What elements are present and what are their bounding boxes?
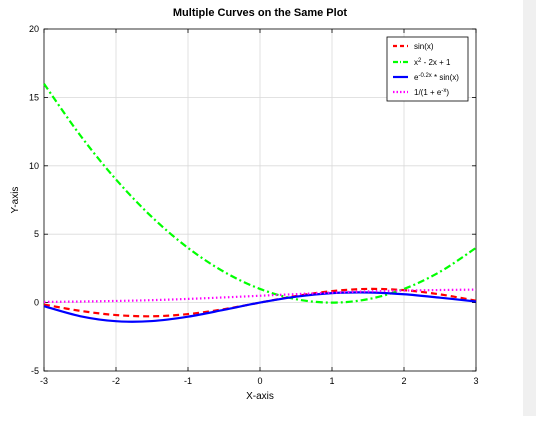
- y-tick-label: 10: [29, 161, 39, 171]
- legend: sin(x) x2 - 2x + 1 e-0.2x * sin(x) 1/(1 …: [386, 36, 469, 102]
- x-tick-label: 2: [401, 376, 406, 386]
- y-tick-label: 0: [34, 298, 39, 308]
- x-axis-label: X-axis: [246, 391, 274, 402]
- series-lines: [43, 83, 477, 323]
- axis-ticks: -3 -2 -1 0 1 2 3 -5 0 5 10 15 20: [29, 24, 479, 386]
- legend-label-sigmoid: 1/(1 + e-x): [414, 88, 449, 97]
- y-axis-label: Y-axis: [10, 187, 21, 214]
- series-line-damped-sine: [43, 291, 477, 323]
- x-tick-label: -2: [112, 376, 120, 386]
- y-tick-label: 20: [29, 24, 39, 34]
- x-tick-label: -3: [40, 376, 48, 386]
- chart-title: Multiple Curves on the Same Plot: [173, 7, 348, 19]
- series-line-sigmoid: [43, 288, 477, 304]
- x-tick-label: 3: [473, 376, 478, 386]
- y-tick-label: -5: [31, 366, 39, 376]
- x-tick-label: -1: [184, 376, 192, 386]
- y-tick-label: 15: [29, 92, 39, 102]
- figure: -3 -2 -1 0 1 2 3 -5 0 5 10 15 20 Multiple Curves on …: [10, 7, 479, 402]
- x-tick-label: 0: [257, 376, 262, 386]
- chart-svg: -3 -2 -1 0 1 2 3 -5 0 5 10 15 20 Multiple Curves on …: [10, 7, 479, 402]
- legend-box: [386, 36, 469, 102]
- y-tick-label: 5: [34, 229, 39, 239]
- legend-label-damped-sine: e-0.2x * sin(x): [414, 73, 459, 82]
- window-edge: [523, 0, 536, 416]
- legend-label-quadratic: x2 - 2x + 1: [414, 58, 451, 67]
- x-tick-label: 1: [329, 376, 334, 386]
- legend-label-sin: sin(x): [414, 42, 434, 51]
- series-line-quadratic: [43, 83, 477, 304]
